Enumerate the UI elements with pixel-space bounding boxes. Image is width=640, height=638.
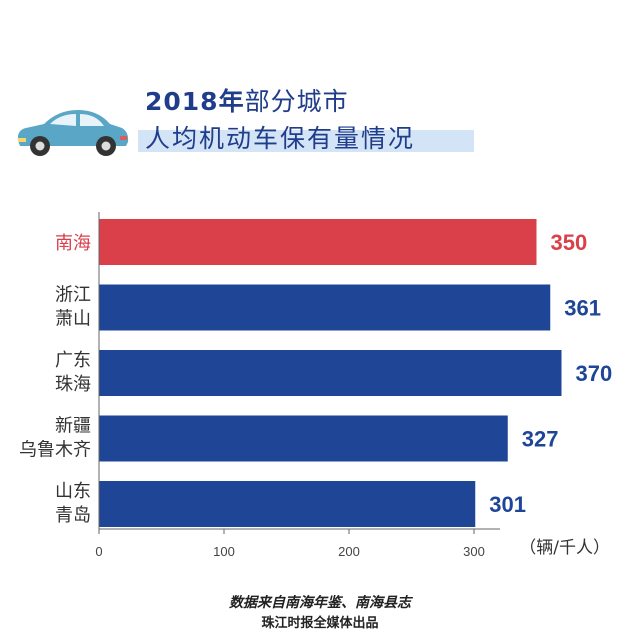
data-label: 370 [576, 361, 613, 386]
category-label: 珠海 [55, 374, 91, 395]
title-band [138, 130, 474, 152]
category-label: 萧山 [55, 309, 91, 330]
chart-title-line2: 人均机动车保有量情况 [145, 124, 416, 153]
bar [99, 350, 562, 396]
bar [99, 219, 537, 265]
category-label: 广东 [55, 350, 91, 371]
x-tick-label: 200 [338, 544, 360, 559]
unit-label: （辆/千人） [519, 538, 610, 558]
footer-source: 数据来自南海年鉴、南海县志 [229, 595, 411, 611]
footer-credit: 珠江时报全媒体出品 [261, 616, 379, 631]
category-label: 浙江 [55, 285, 91, 306]
data-label: 327 [522, 427, 559, 452]
x-tick-label: 300 [463, 544, 485, 559]
x-tick-label: 100 [213, 544, 235, 559]
title-line1-rest: 部分城市 [244, 87, 349, 116]
car-icon [17, 110, 129, 156]
category-label: 山东 [55, 481, 91, 502]
category-label: 青岛 [55, 505, 91, 526]
bar [99, 481, 476, 527]
data-label: 350 [551, 230, 588, 255]
bar [99, 415, 508, 462]
x-tick-label: 0 [95, 544, 102, 559]
category-label: 乌鲁木齐 [19, 440, 91, 461]
data-label: 301 [489, 492, 526, 517]
category-label: 南海 [55, 233, 91, 254]
title-year: 2018年 [145, 87, 245, 116]
bar [99, 284, 551, 331]
data-label: 361 [564, 296, 601, 321]
category-label: 新疆 [55, 416, 91, 437]
chart-title-line1: 2018年部分城市 [145, 82, 349, 118]
